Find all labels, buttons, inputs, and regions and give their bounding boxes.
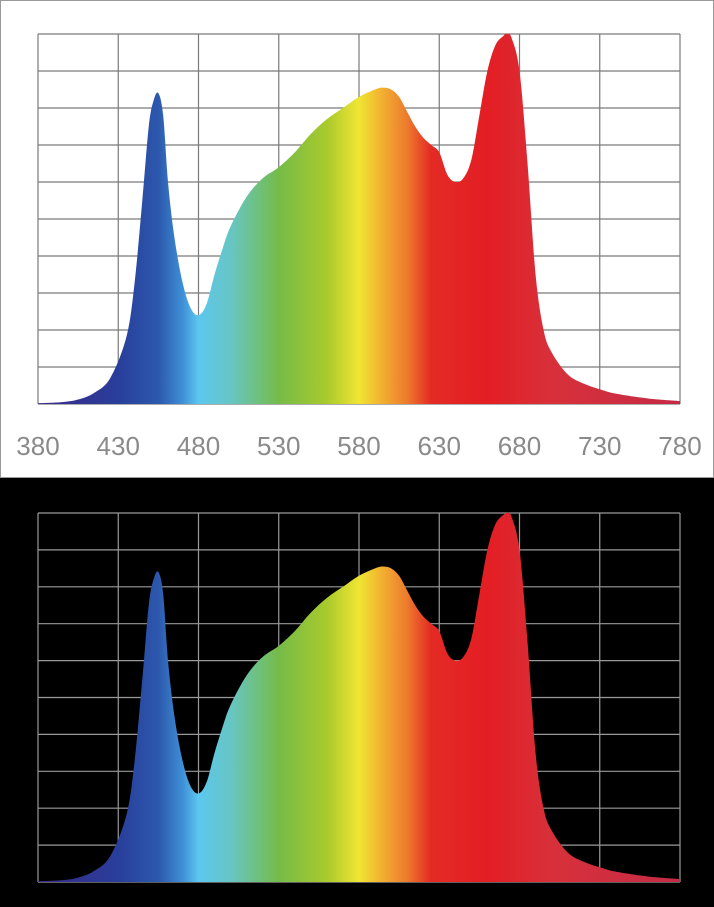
x-tick-label: 630 xyxy=(418,431,461,461)
x-axis-tick-labels: 380 430 480 530 580 630 680 730 780 xyxy=(16,431,701,461)
dark-spectrum-chart xyxy=(37,512,681,883)
x-tick-label: 680 xyxy=(498,431,541,461)
light-spectrum-chart: 380 430 480 530 580 630 680 730 780 xyxy=(0,0,714,478)
x-tick-label: 380 xyxy=(16,431,59,461)
light-chart-panel: 380 430 480 530 580 630 680 730 780 xyxy=(0,0,714,478)
x-tick-label: 780 xyxy=(658,431,701,461)
x-tick-label: 530 xyxy=(257,431,300,461)
x-tick-label: 480 xyxy=(177,431,220,461)
dark-chart-panel xyxy=(0,478,714,907)
x-tick-label: 430 xyxy=(97,431,140,461)
x-tick-label: 730 xyxy=(578,431,621,461)
spectrum-area xyxy=(38,512,680,882)
x-tick-label: 580 xyxy=(337,431,380,461)
spectrum-area xyxy=(38,33,680,405)
